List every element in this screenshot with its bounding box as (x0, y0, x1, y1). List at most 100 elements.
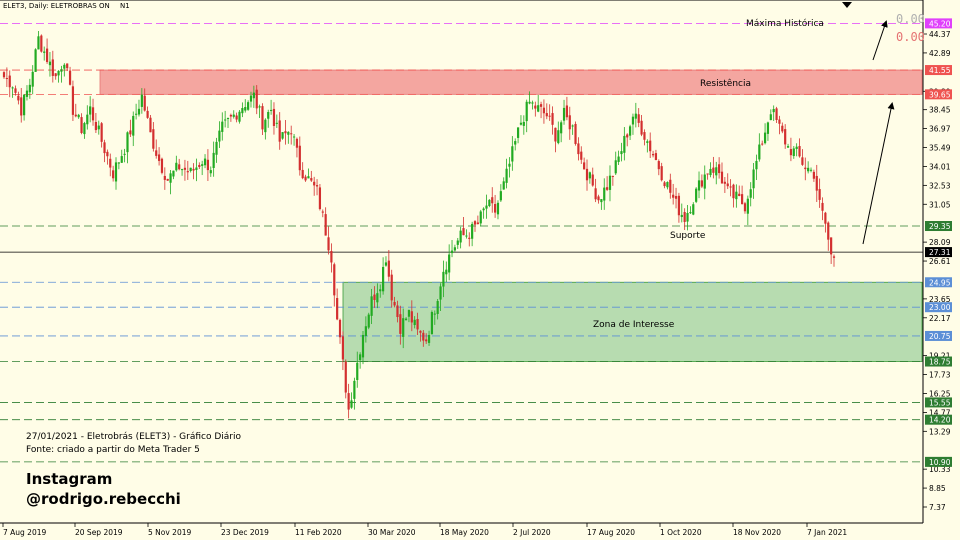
candle-body (631, 116, 635, 125)
candle-body (646, 141, 649, 143)
candle-body (425, 339, 428, 342)
candle-body (284, 131, 287, 134)
candle-body (491, 197, 494, 204)
candle-body (804, 167, 807, 170)
zone-0 (99, 69, 923, 95)
candle-body (114, 162, 118, 182)
y-tick-label: 36.97 (929, 125, 951, 134)
candle-body (106, 151, 109, 157)
x-axis: 7 Aug 2019 20 Sep 2019 5 Nov 2019 23 Dec 20… (2, 523, 847, 537)
candle-body (60, 69, 63, 72)
candle-body (48, 61, 52, 66)
candle-body (649, 140, 652, 152)
candle-body (364, 326, 367, 336)
candle-body (456, 240, 459, 245)
y-tick-label: 13.29 (929, 427, 951, 436)
candle-body (769, 114, 772, 121)
candle-body (83, 123, 86, 135)
arrow-to-max (872, 20, 888, 61)
y-tick-label: 17.73 (929, 371, 951, 380)
candle-body (341, 336, 344, 360)
candle-body (654, 153, 658, 161)
x-tick-label: 17 Aug 2020 (587, 528, 635, 537)
zone-label-zona-interesse: Zona de Interesse (593, 320, 675, 330)
candle-body (519, 122, 523, 125)
candle-body (54, 73, 57, 77)
candle-body (778, 119, 781, 124)
candle-body (272, 108, 276, 126)
candle-body (677, 195, 681, 216)
level-tag-label: 29.35 (929, 222, 951, 231)
level-tag-label: 18.75 (929, 358, 951, 367)
candle-body (651, 153, 655, 156)
candle-body (269, 109, 273, 111)
y-tick-label: 32.53 (929, 181, 951, 190)
candle-body (752, 169, 755, 189)
candle-body (557, 130, 560, 144)
level-tag-bg (925, 414, 952, 425)
candle-body (821, 202, 824, 211)
candle-body (252, 92, 255, 99)
candle-body (45, 48, 49, 62)
candle-body (672, 194, 675, 198)
x-tick-label: 7 Aug 2019 (3, 528, 46, 537)
candle-body (180, 169, 184, 171)
candle-body (249, 95, 253, 102)
candle-body (485, 205, 488, 209)
candle-body (539, 104, 543, 107)
candle-body (97, 125, 100, 130)
candle-body (591, 174, 594, 186)
candle-body (37, 36, 40, 50)
candle-body (25, 90, 29, 97)
candle-body (201, 164, 204, 166)
candle-body (499, 191, 502, 201)
candle-body (399, 314, 402, 334)
candle-body (11, 87, 14, 89)
candle-body (784, 129, 787, 145)
candle-body (809, 169, 813, 171)
candle-body (413, 319, 416, 326)
level-tag-bg (925, 356, 952, 367)
candle-body (28, 84, 31, 93)
candle-body (301, 169, 304, 179)
candle-body (192, 168, 195, 171)
candle-body (31, 71, 34, 87)
candle-body (373, 294, 376, 300)
candle-body (720, 171, 724, 184)
candle-body (356, 362, 359, 381)
candle-body (660, 166, 663, 181)
candle-body (798, 146, 801, 157)
candle-body (571, 125, 574, 127)
candle-body (275, 122, 278, 124)
x-tick-label: 18 May 2020 (440, 528, 489, 537)
candle-body (600, 199, 603, 203)
candle-body (238, 111, 241, 122)
candle-body (152, 129, 155, 149)
candle-body (830, 237, 833, 255)
candle-body (359, 354, 362, 361)
candle-body (195, 167, 198, 170)
level-tag-label: 27.31 (929, 248, 951, 257)
candle-body (663, 182, 666, 187)
candle-body (123, 153, 126, 155)
symbol-header-extra: N1 (120, 2, 130, 10)
candle-body (772, 108, 775, 113)
candle-body (183, 167, 187, 170)
candle-body (735, 191, 738, 200)
level-tag-label: 24.95 (929, 278, 951, 287)
candle-body (51, 59, 54, 76)
x-tick-label: 7 Jan 2021 (807, 528, 847, 537)
candle-body (203, 158, 207, 166)
candle-body (755, 160, 758, 170)
candle-body (560, 122, 563, 134)
zone-1 (342, 281, 923, 362)
x-tick-label: 23 Dec 2019 (221, 528, 269, 537)
candle-body (749, 189, 752, 198)
candle-body (718, 164, 721, 174)
x-tick-label: 5 Nov 2019 (148, 528, 191, 537)
y-axis: 44.3742.8939.8938.4536.9735.4934.0132.53… (923, 30, 951, 512)
candle-body (14, 88, 17, 93)
candle-body (330, 250, 333, 263)
candle-body (640, 120, 643, 135)
